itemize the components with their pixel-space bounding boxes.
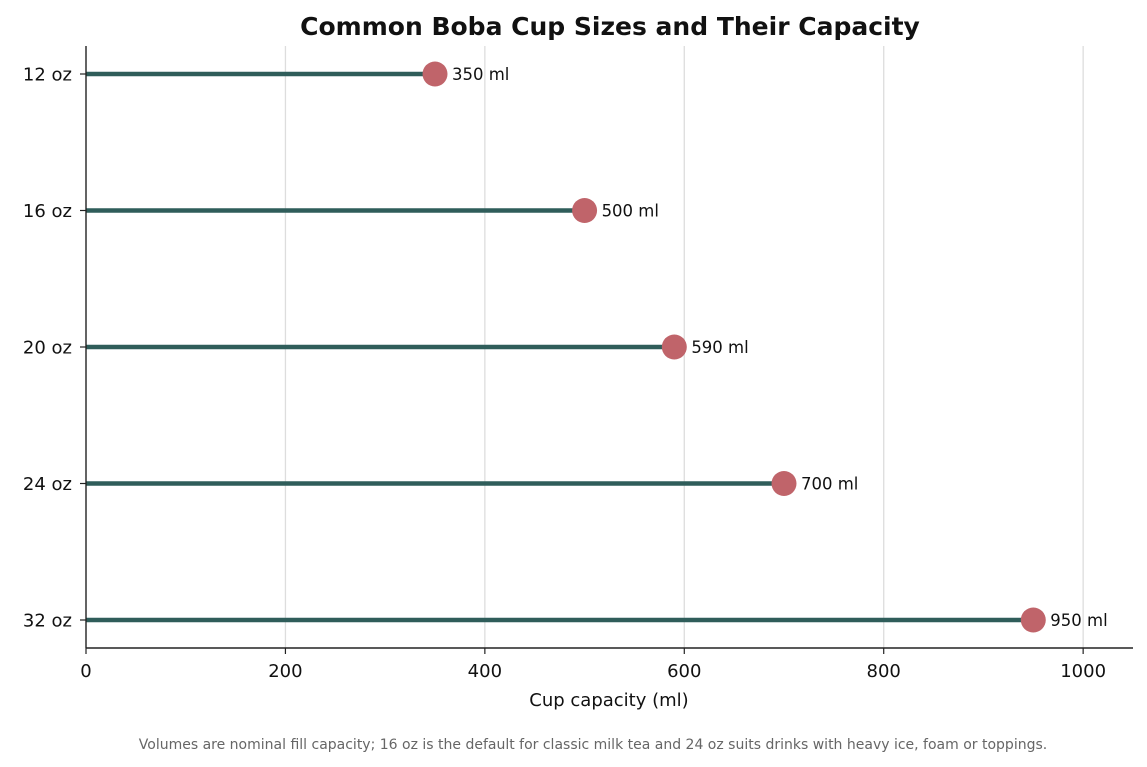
x-tick-label: 600 (667, 661, 701, 682)
x-tick-label: 200 (268, 661, 302, 682)
x-tick-label: 0 (80, 661, 91, 682)
chart-caption: Volumes are nominal fill capacity; 16 oz… (139, 737, 1047, 753)
data-label: 500 ml (602, 202, 659, 221)
x-ticks: 0 200 400 600 800 1000 (80, 648, 1106, 682)
markers (422, 61, 1046, 633)
stems (86, 71, 1034, 623)
y-tick-label: 24 oz (23, 474, 72, 495)
lollipop-marker (661, 334, 687, 360)
x-tick-label: 400 (468, 661, 502, 682)
chart-title: Common Boba Cup Sizes and Their Capacity (300, 12, 920, 41)
lollipop-marker (572, 198, 598, 223)
y-ticks: 12 oz 16 oz 20 oz 24 oz 32 oz (23, 65, 86, 632)
y-tick-label: 32 oz (23, 611, 72, 632)
data-label: 950 ml (1050, 611, 1107, 630)
lollipop-marker (422, 61, 448, 87)
lollipop-marker (771, 471, 797, 496)
data-label: 350 ml (452, 65, 509, 84)
value-labels: 350 ml 500 ml 590 ml 700 ml 950 ml (452, 65, 1108, 630)
lollipop-marker (1020, 607, 1046, 633)
y-tick-label: 16 oz (23, 201, 72, 222)
x-tick-label: 800 (867, 661, 901, 682)
x-axis-label: Cup capacity (ml) (529, 690, 688, 711)
x-tick-label: 1000 (1060, 661, 1106, 682)
y-tick-label: 20 oz (23, 338, 72, 359)
y-tick-label: 12 oz (23, 65, 72, 86)
data-label: 700 ml (801, 475, 858, 494)
data-label: 590 ml (691, 338, 748, 357)
